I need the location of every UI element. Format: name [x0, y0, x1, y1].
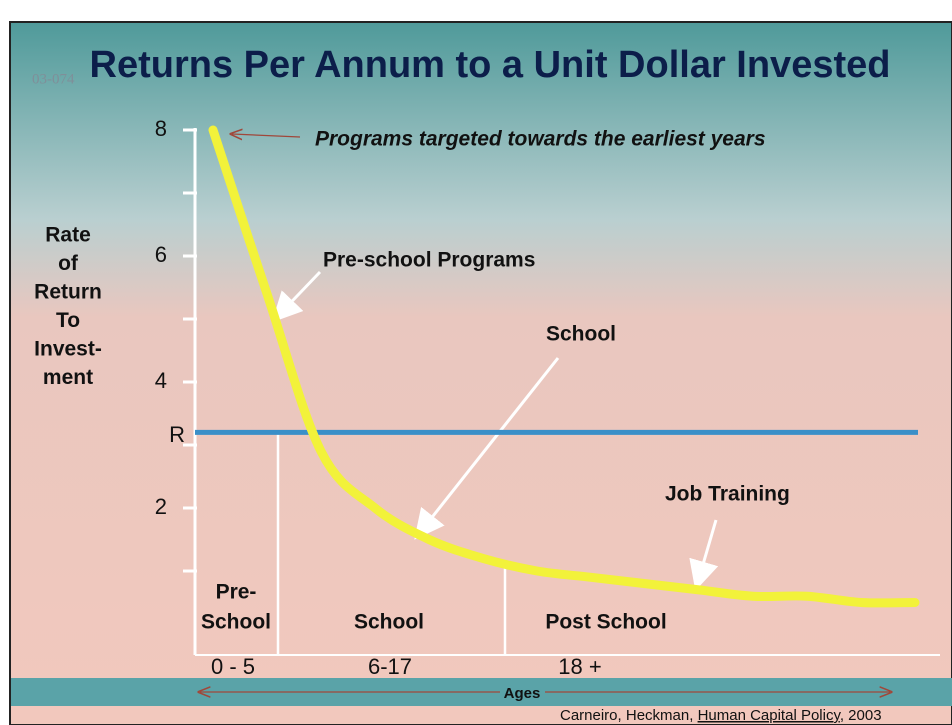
x-axis-label: Ages: [504, 685, 541, 702]
y-tick-label: 2: [155, 494, 167, 519]
slide-background: [9, 21, 952, 725]
y-axis-label: Return: [34, 281, 102, 304]
region-label: Post School: [545, 611, 666, 634]
y-axis-label: Rate: [45, 224, 91, 247]
y-tick-label: 8: [155, 116, 167, 141]
citation-work: Human Capital Policy: [698, 707, 842, 724]
y-axis-label: of: [58, 252, 79, 275]
annotation: Job Training: [665, 483, 790, 506]
region-label: School: [201, 611, 271, 634]
stamp: 03-074: [32, 71, 75, 87]
citation-authors: Carneiro, Heckman,: [560, 707, 698, 724]
annotation-arrow: [271, 270, 322, 323]
citation-year: , 2003: [840, 707, 882, 724]
citation: Carneiro, Heckman, Human Capital Policy,…: [560, 707, 882, 724]
region-label: Pre-: [216, 581, 257, 604]
y-axis-label: ment: [43, 366, 93, 389]
y-tick-label: 6: [155, 242, 167, 267]
y-axis-label: Invest-: [34, 338, 102, 361]
return-curve: [208, 125, 920, 608]
annotation: School: [546, 323, 616, 346]
age-label: 6-17: [368, 654, 412, 679]
annotation-arrow: [689, 519, 719, 591]
region-label: School: [354, 611, 424, 634]
age-label: 18 +: [558, 654, 601, 679]
annotation: Pre-school Programs: [323, 249, 535, 272]
age-label: 0 - 5: [211, 654, 255, 679]
y-axis-label: To: [56, 309, 80, 332]
annotation-arrow: [232, 134, 301, 137]
slide-title: Returns Per Annum to a Unit Dollar Inves…: [90, 44, 891, 86]
annotation: Programs targeted towards the earliest y…: [315, 128, 766, 151]
y-tick-label: 4: [155, 368, 167, 393]
annotation-arrow: [414, 357, 560, 540]
reference-label: R: [169, 422, 185, 447]
